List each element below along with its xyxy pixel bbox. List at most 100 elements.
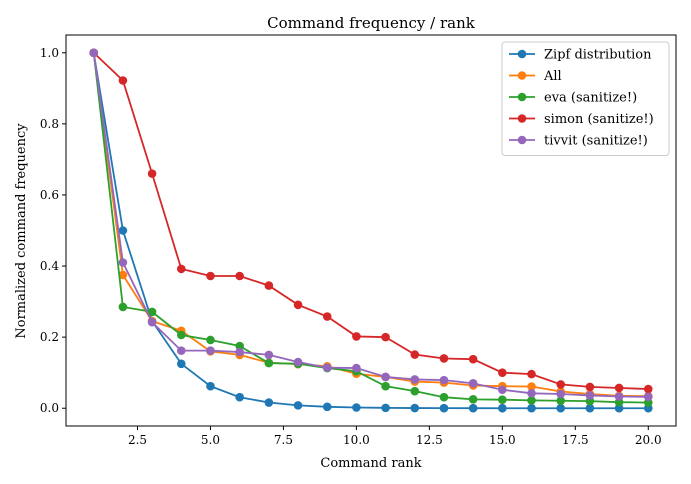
data-point	[643, 384, 653, 394]
series-eva-sanitize	[89, 48, 653, 407]
series-tivvit-sanitize	[89, 48, 653, 402]
data-point	[410, 350, 420, 359]
legend-item: eva (sanitize!)	[509, 91, 637, 106]
data-point	[206, 271, 215, 281]
data-point	[498, 395, 507, 404]
x-tick-label: 5.0	[201, 433, 220, 447]
legend-marker	[517, 71, 527, 80]
y-tick-label: 0.2	[40, 330, 59, 344]
data-point	[439, 354, 449, 363]
data-point	[556, 380, 566, 389]
data-point	[410, 386, 420, 396]
legend-item: tivvit (sanitize!)	[509, 134, 648, 149]
data-point	[468, 403, 478, 413]
x-tick-label: 17.5	[562, 433, 589, 447]
legend-label: simon (sanitize!)	[544, 112, 654, 127]
data-point	[176, 346, 186, 355]
legend-label: tivvit (sanitize!)	[544, 134, 648, 149]
data-point	[381, 332, 390, 342]
x-tick-label: 12.5	[416, 433, 443, 447]
data-point	[614, 392, 624, 401]
y-tick-label: 0.4	[40, 259, 59, 273]
data-point	[527, 369, 536, 379]
legend-label: All	[543, 69, 562, 84]
data-point	[89, 48, 99, 58]
data-point	[556, 403, 566, 413]
data-point	[322, 363, 332, 373]
data-point	[527, 403, 536, 413]
legend-marker	[517, 114, 527, 123]
data-point	[235, 392, 244, 402]
series-line	[92, 52, 649, 410]
y-tick-label: 0.8	[40, 117, 59, 131]
x-tick-label: 7.5	[274, 433, 293, 447]
legend-label: eva (sanitize!)	[544, 91, 637, 106]
data-point	[498, 385, 507, 395]
data-point	[176, 359, 186, 369]
data-point	[293, 357, 303, 367]
data-point	[118, 76, 128, 85]
data-point	[206, 335, 215, 345]
x-tick-label: 10.0	[343, 433, 370, 447]
legend-item: simon (sanitize!)	[509, 112, 654, 127]
series-line	[92, 52, 649, 398]
data-point	[264, 358, 274, 368]
y-axis: 0.0 0.2 0.4 0.6 0.8 1.0	[40, 46, 66, 415]
chart-title: Command frequency / rank	[267, 14, 476, 32]
series-line	[92, 52, 649, 404]
data-point	[352, 332, 361, 341]
data-point	[585, 403, 595, 413]
data-point	[352, 363, 361, 373]
data-point	[147, 317, 157, 327]
data-point	[293, 401, 303, 410]
data-point	[585, 391, 595, 400]
legend-label: Zipf distribution	[544, 48, 652, 63]
y-tick-label: 1.0	[40, 46, 59, 60]
data-point	[498, 368, 507, 377]
data-point	[118, 226, 128, 235]
data-point	[235, 271, 244, 281]
x-axis-title: Command rank	[320, 456, 421, 471]
data-point	[206, 346, 215, 355]
data-point	[293, 300, 303, 310]
data-point	[585, 382, 595, 392]
legend-marker	[517, 49, 527, 59]
data-point	[118, 258, 128, 267]
data-point	[381, 381, 390, 391]
data-point	[381, 372, 390, 382]
data-point	[322, 312, 332, 321]
data-point	[614, 383, 624, 393]
series-zipf-distribution	[89, 48, 653, 413]
data-point	[147, 169, 157, 178]
data-point	[264, 398, 274, 407]
legend-item: Zipf distribution	[509, 48, 652, 63]
data-point	[468, 354, 478, 364]
data-point	[235, 347, 244, 357]
data-point	[527, 396, 536, 405]
series-line	[92, 52, 649, 398]
data-point	[118, 270, 128, 280]
data-point	[643, 392, 653, 402]
data-point	[439, 403, 449, 413]
data-point	[527, 382, 536, 391]
data-point	[264, 281, 274, 290]
legend-item: All	[509, 69, 562, 84]
data-point	[556, 389, 566, 399]
data-point	[176, 330, 186, 340]
data-point	[556, 396, 566, 406]
series-line	[93, 52, 649, 390]
data-point	[468, 395, 478, 404]
data-point	[147, 307, 157, 317]
data-point	[235, 341, 244, 351]
legend-marker	[517, 92, 527, 102]
legend-box	[501, 41, 670, 156]
data-point	[206, 381, 215, 391]
y-tick-label: 0.0	[40, 401, 59, 415]
data-point	[439, 392, 449, 402]
legend: Zipf distribution All eva (sanitize!) simon…	[501, 41, 670, 156]
legend-marker	[517, 135, 527, 145]
data-point	[352, 403, 361, 412]
x-axis: 2.5 5.0 7.5 10.0 12.5 15.0 17.5 20.0	[128, 426, 662, 447]
data-point	[410, 375, 420, 384]
